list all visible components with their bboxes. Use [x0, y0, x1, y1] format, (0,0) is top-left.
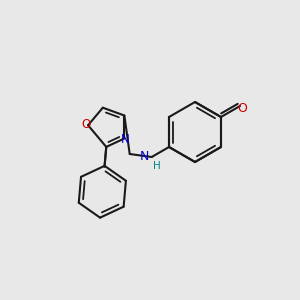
Text: N: N [139, 151, 149, 164]
Text: H: H [153, 161, 160, 171]
Text: O: O [237, 103, 247, 116]
Text: N: N [121, 133, 130, 146]
Text: O: O [82, 118, 91, 131]
